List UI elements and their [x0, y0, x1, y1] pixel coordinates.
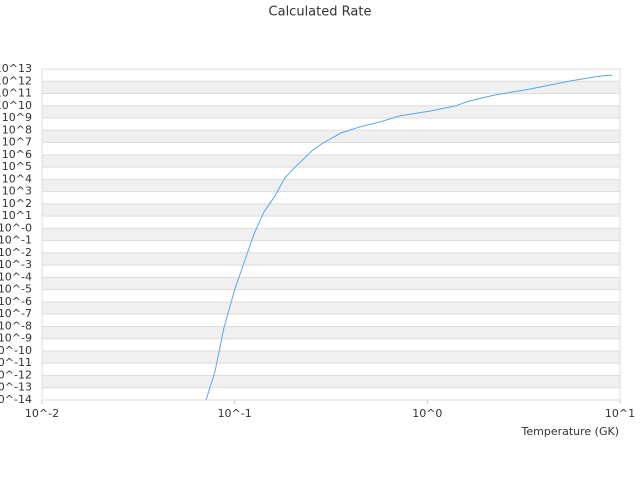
grid-band	[42, 203, 620, 217]
y-tick-label: 10^2	[2, 197, 32, 210]
grid-band	[42, 277, 620, 290]
y-tick-label: 10^12	[0, 74, 32, 87]
grid-band	[42, 350, 620, 364]
y-tick-label: 10^13	[0, 62, 32, 75]
y-tick-label: 10^-3	[0, 258, 32, 271]
y-tick-label: 10^-12	[0, 368, 32, 381]
y-tick-label: 10^-0	[0, 221, 32, 234]
grid-band	[42, 228, 620, 241]
y-tick-label: 10^-13	[0, 381, 32, 394]
y-tick-label: 10^9	[2, 111, 32, 124]
y-tick-label: 10^-14	[0, 393, 32, 406]
y-tick-label: 10^1	[2, 209, 32, 222]
x-tick-label: 10^-2	[25, 407, 59, 420]
grid-band	[42, 252, 620, 266]
x-tick-label: 10^-1	[218, 407, 252, 420]
y-tick-label: 10^-7	[0, 307, 32, 320]
y-tick-label: 10^3	[2, 185, 32, 198]
y-tick-label: 10^7	[2, 136, 32, 149]
grid-band	[42, 154, 620, 168]
grid-band	[42, 105, 620, 119]
y-tick-label: 10^-4	[0, 270, 32, 283]
y-tick-label: 10^5	[2, 160, 32, 173]
grid-band	[42, 130, 620, 143]
chart-title: Calculated Rate	[269, 5, 372, 20]
grid-band	[42, 81, 620, 94]
y-tick-label: 10^-2	[0, 246, 32, 259]
x-tick-label: 10^1	[605, 407, 635, 420]
grid-band	[42, 375, 620, 388]
y-tick-label: 10^-6	[0, 295, 32, 308]
y-tick-label: 10^-5	[0, 283, 32, 296]
y-tick-label: 10^10	[0, 99, 32, 112]
plot-area	[42, 68, 620, 401]
y-tick-label: 10^-10	[0, 344, 32, 357]
y-tick-label: 10^6	[2, 148, 32, 161]
grid-band	[42, 326, 620, 339]
y-tick-label: 10^-11	[0, 356, 32, 369]
y-tick-label: 10^8	[2, 123, 32, 136]
y-tick-label: 10^11	[0, 87, 32, 100]
grid-band	[42, 301, 620, 315]
y-tick-label: 10^-1	[0, 234, 32, 247]
plot-border	[41, 68, 621, 401]
x-tick-label: 10^0	[412, 407, 442, 420]
y-tick-label: 10^4	[2, 172, 32, 185]
y-tick-label: 10^-9	[0, 332, 32, 345]
grid-band	[42, 179, 620, 192]
y-tick-label: 10^-8	[0, 319, 32, 332]
data-line	[205, 74, 613, 401]
x-axis-label: Temperature (GK)	[521, 425, 620, 438]
